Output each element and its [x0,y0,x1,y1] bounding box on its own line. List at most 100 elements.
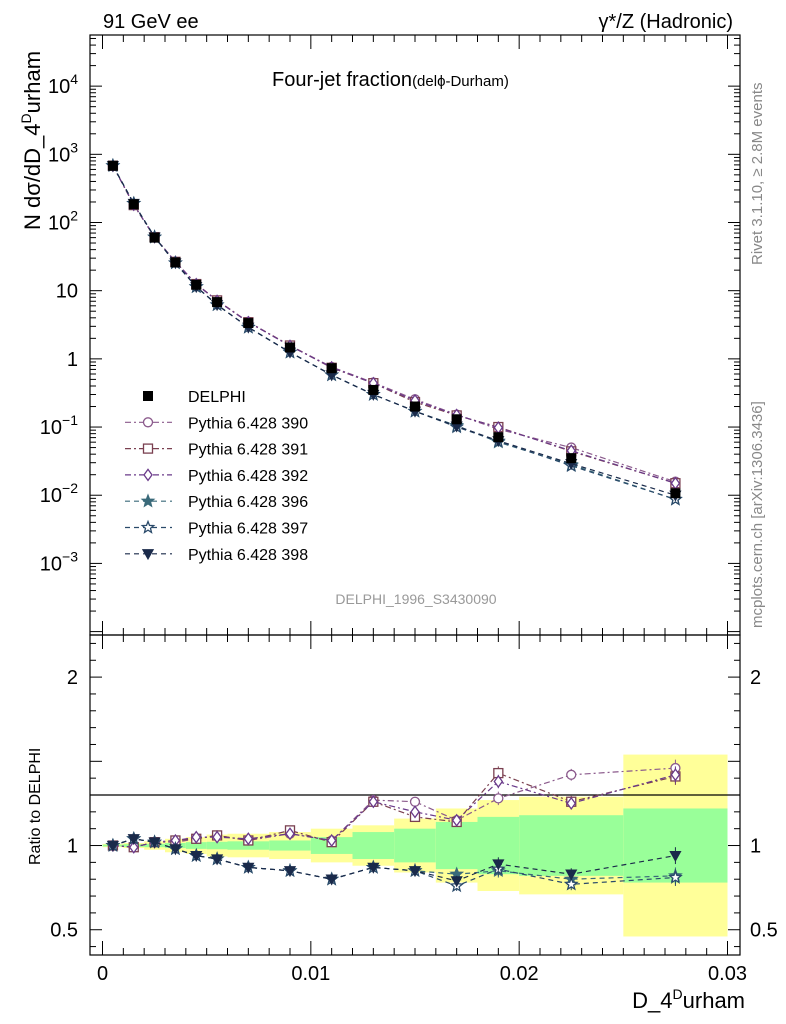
ratio-y-tick-label-right: 1 [750,836,761,858]
stat-uncertainty-band [394,828,436,863]
series-line [112,165,676,484]
ratio-point [243,832,254,846]
y-tick-label-base: 10 [40,553,62,575]
stat-uncertainty-band [269,840,311,851]
y-tick-label: 102 [48,208,78,235]
ratio-point [669,850,682,862]
y-tick-label-base: 10 [40,485,62,507]
ratio-point [169,844,182,856]
y-tick-label-exp: −3 [62,548,78,564]
ratio-point [283,866,297,878]
y-tick-label-exp: 3 [70,139,78,155]
analysis-id: DELPHI_1996_S3430090 [335,591,496,607]
ratio-point [106,840,120,852]
stat-uncertainty-band [185,842,207,849]
data-point [107,160,118,171]
marker-triangle [169,844,182,856]
y-tick-label-exp: 4 [70,71,78,87]
y-tick-label: 10 [56,281,78,303]
ratio-point [367,862,380,874]
ratio-point [493,793,504,804]
stat-uncertainty-band [352,832,395,859]
ratio-y-tick-label-right: 0.5 [750,920,778,942]
marker-triangle [141,549,155,561]
ratio-point [566,796,577,811]
main-x-ticks [102,35,728,635]
legend-marker [140,493,156,508]
series-line [112,165,676,483]
marker-circle [493,793,504,804]
ratio-y-tick-label: 1 [67,836,78,858]
ratio-point [670,768,681,782]
ratio-point [450,876,463,888]
y-tick-label-base: 10 [48,144,70,166]
ratio-series-line [112,772,676,848]
data-point [451,414,462,425]
ratio-y-axis-label: Ratio to DELPHI [27,748,44,865]
legend-label: DELPHI [188,389,246,406]
y-tick-label-base: 10 [48,213,70,235]
ratio-point [148,837,161,849]
marker-triangle [127,834,140,846]
y-tick-label: 10−1 [40,412,78,439]
x-axis-label-end: urham [683,988,745,1013]
ratio-x-ticks: 0 0.01 0.02 0.03 [97,635,747,985]
x-tick-label: 0.01 [291,963,330,985]
ratio-point [368,795,379,809]
legend-marker-data [143,391,153,401]
marker-diamond [128,840,139,854]
y-tick-label-exp: −2 [62,480,78,496]
chart-title-main: Four-jet fraction [272,69,412,91]
data-points [107,160,681,499]
ratio-point [326,833,337,848]
y-tick-label: 104 [48,71,78,98]
x-axis-label-main: D_4 [632,988,672,1013]
data-point [566,453,577,464]
data-point [410,401,420,412]
x-tick-label: 0 [97,963,108,985]
x-tick-label: 0.02 [500,963,539,985]
ratio-y-tick-label: 2 [67,667,78,689]
legend-marker [140,519,156,534]
data-point [191,279,202,290]
ratio-point [210,854,224,866]
data-point [285,342,295,353]
marker-triangle [190,850,203,862]
y-axis-label-end: urham [20,51,45,113]
data-point [128,199,139,210]
ratio-point [493,774,504,789]
legend: DELPHI Pythia 6.428 390 Pythia 6.428 391 Py… [125,389,308,564]
marker-diamond [493,774,504,789]
marker-triangle [367,862,380,874]
legend-label: Pythia 6.428 398 [188,547,308,564]
y-tick-label-base: 1 [67,349,78,371]
energy-label: 91 GeV ee [103,11,199,33]
ratio-point [566,769,577,780]
ratio-point [242,862,255,874]
marker-diamond [326,833,337,848]
mcplots-label: mcplots.cern.ch [arXiv:1306.3436] [749,401,766,628]
legend-label: Pythia 6.428 396 [188,494,308,511]
marker-star [140,519,156,534]
x-axis-label-sup: D [673,986,683,1002]
legend-label: Pythia 6.428 392 [188,468,308,485]
data-point [170,257,181,268]
x-tick-label: 0.03 [708,963,747,985]
marker-diamond [243,832,254,846]
marker-diamond [670,768,681,782]
ratio-point [128,840,139,854]
y-axis-label-sup: D [18,113,34,123]
marker-diamond [143,468,153,482]
marker-diamond [410,805,420,819]
ratio-y-ticks: 0.5 0.5 1 1 2 2 [50,642,778,948]
data-point [368,384,379,395]
ratio-point [451,813,462,827]
data-point [243,318,254,329]
marker-triangle [669,850,682,862]
y-tick-label-base: 10 [40,417,62,439]
marker-diamond [451,813,462,827]
ratio-point [410,805,420,819]
data-point [326,363,337,374]
ratio-bands [102,754,728,937]
